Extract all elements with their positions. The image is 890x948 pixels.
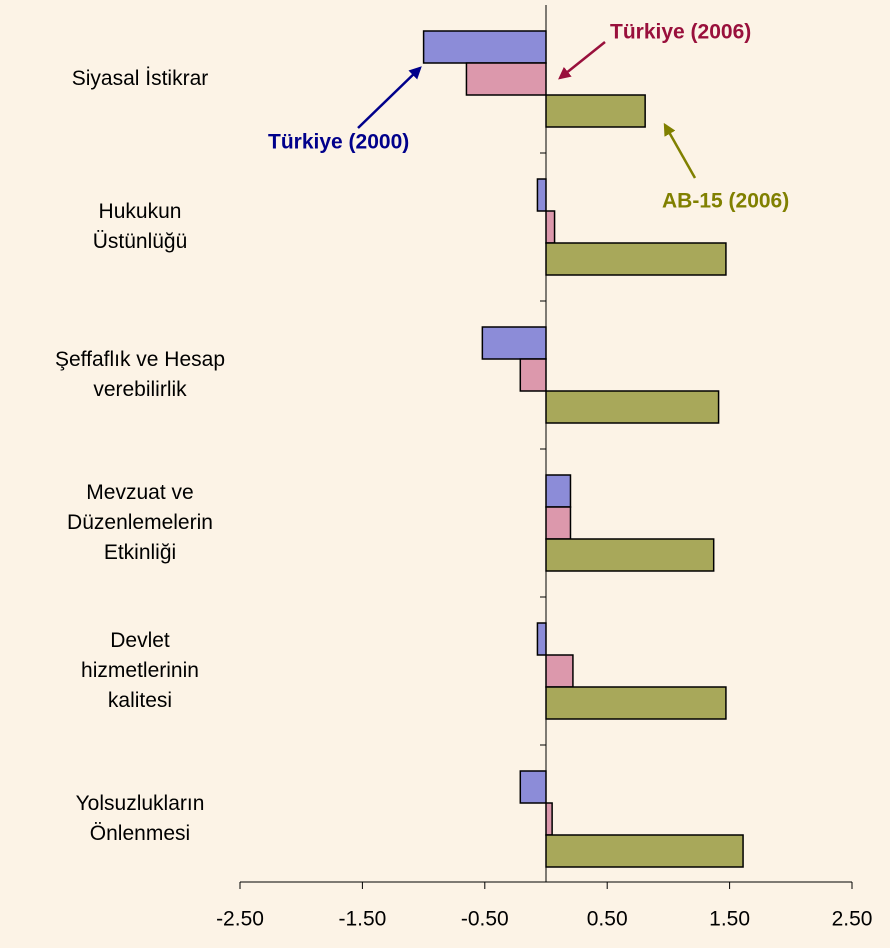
legend-arrow (663, 122, 697, 179)
x-tick-label: 2.50 (832, 908, 873, 931)
bar (545, 834, 744, 868)
category-label: Yolsuzlukların Önlenmesi (75, 792, 205, 845)
category-label: Devlet hizmetlerinin kalitesi (81, 629, 199, 712)
bar (545, 506, 572, 540)
bar (519, 770, 547, 804)
bar (545, 390, 720, 424)
bar (545, 474, 572, 508)
bar (545, 94, 646, 128)
bar (545, 686, 727, 720)
category-label: Mevzuat ve Düzenlemelerin Etkinliği (67, 481, 213, 564)
x-tick-label: 0.50 (587, 908, 628, 931)
bar (545, 242, 727, 276)
x-tick-label: -1.50 (338, 908, 386, 931)
bar (545, 210, 556, 244)
x-tick-label: 1.50 (709, 908, 750, 931)
bar (465, 62, 547, 96)
legend-label: AB-15 (2006) (662, 190, 789, 213)
bar (545, 654, 574, 688)
category-label: Siyasal İstikrar (71, 67, 209, 90)
bar (545, 802, 553, 836)
bar (536, 178, 547, 212)
legend-arrow (558, 41, 606, 80)
legend-label: Türkiye (2000) (268, 131, 409, 154)
x-tick-label: -0.50 (461, 908, 509, 931)
category-label: Şeffaflık ve Hesap verebilirlik (54, 348, 226, 401)
category-label: Hukukun Üstünlüğü (92, 200, 188, 253)
bar (536, 622, 547, 656)
bar (545, 538, 715, 572)
legend-label: Türkiye (2006) (610, 21, 751, 44)
bar (519, 358, 547, 392)
x-tick-label: -2.50 (216, 908, 264, 931)
legend-arrow (357, 66, 422, 129)
bar (481, 326, 547, 360)
bar (422, 30, 547, 64)
